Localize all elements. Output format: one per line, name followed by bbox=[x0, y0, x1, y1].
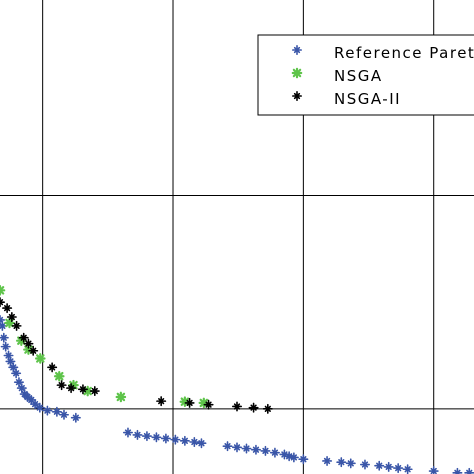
data-point bbox=[30, 399, 41, 410]
data-point bbox=[0, 332, 9, 343]
data-point bbox=[359, 459, 370, 470]
data-point bbox=[383, 461, 394, 472]
data-point bbox=[0, 314, 5, 325]
series-nsga bbox=[0, 285, 210, 409]
data-point bbox=[66, 383, 77, 394]
data-point bbox=[452, 467, 463, 474]
data-point bbox=[196, 438, 207, 449]
data-point bbox=[89, 386, 100, 397]
series-nsga-ii bbox=[0, 297, 273, 414]
data-point bbox=[42, 405, 53, 416]
data-point bbox=[58, 409, 69, 420]
data-point bbox=[374, 460, 385, 471]
data-point bbox=[170, 434, 181, 445]
legend-label-nsga: NSGA bbox=[334, 67, 383, 85]
legend-marker-glyph bbox=[291, 67, 303, 79]
legend-marker-reference-pareto bbox=[291, 44, 303, 56]
legend-entry-reference-pareto: Reference Pareto bbox=[291, 44, 474, 62]
data-point bbox=[222, 441, 233, 452]
data-point bbox=[23, 338, 34, 349]
legend-marker-nsga bbox=[291, 67, 303, 79]
data-point bbox=[0, 341, 11, 352]
data-point bbox=[322, 455, 333, 466]
data-point bbox=[28, 345, 39, 356]
data-point bbox=[232, 401, 242, 412]
legend-label-reference-pareto: Reference Pareto bbox=[334, 44, 474, 62]
data-point bbox=[248, 402, 259, 413]
legend-entry-nsga: NSGA bbox=[291, 67, 383, 85]
data-point bbox=[250, 444, 261, 455]
data-point bbox=[115, 391, 127, 403]
data-point bbox=[189, 437, 200, 448]
data-point bbox=[179, 435, 190, 446]
data-point bbox=[56, 380, 67, 391]
data-point bbox=[2, 303, 13, 314]
data-point bbox=[262, 403, 273, 414]
legend-marker-glyph bbox=[291, 91, 303, 101]
data-point bbox=[232, 442, 242, 453]
legend-entry-nsga-ii: NSGA-II bbox=[291, 90, 401, 108]
data-point bbox=[179, 396, 191, 408]
data-point bbox=[141, 431, 152, 442]
legend-label-nsga-ii: NSGA-II bbox=[334, 90, 401, 108]
data-point bbox=[13, 377, 24, 388]
data-point bbox=[47, 362, 58, 373]
data-point bbox=[269, 447, 280, 458]
data-point bbox=[8, 362, 19, 373]
data-point bbox=[11, 320, 22, 331]
data-point bbox=[241, 443, 252, 454]
data-point bbox=[184, 397, 195, 408]
data-point bbox=[5, 356, 16, 367]
data-point bbox=[53, 370, 65, 382]
series-reference-pareto bbox=[0, 314, 474, 474]
data-point bbox=[11, 368, 22, 379]
data-point bbox=[288, 452, 299, 463]
data-point bbox=[77, 384, 88, 395]
data-markers bbox=[0, 285, 474, 474]
data-point bbox=[6, 311, 17, 322]
data-point bbox=[0, 297, 5, 308]
data-point bbox=[34, 402, 45, 413]
data-point bbox=[132, 429, 143, 440]
data-point bbox=[16, 383, 27, 394]
data-point bbox=[0, 320, 8, 331]
data-point bbox=[160, 433, 171, 444]
data-point bbox=[260, 445, 271, 456]
data-point bbox=[203, 399, 214, 410]
data-point bbox=[151, 432, 162, 443]
legend-marker-nsga-ii bbox=[291, 91, 303, 101]
data-point bbox=[464, 467, 474, 474]
data-point bbox=[70, 412, 81, 423]
data-point bbox=[298, 454, 309, 465]
data-point bbox=[51, 406, 62, 417]
data-point bbox=[393, 463, 404, 474]
legend: Reference Pareto NSGA NSGA-II bbox=[257, 34, 474, 116]
data-point bbox=[34, 353, 46, 364]
data-point bbox=[336, 457, 347, 468]
data-point bbox=[156, 396, 167, 407]
data-point bbox=[18, 332, 29, 343]
data-point bbox=[122, 427, 133, 438]
data-point bbox=[402, 464, 413, 474]
data-point bbox=[428, 466, 439, 474]
data-point bbox=[0, 285, 6, 296]
legend-marker-glyph bbox=[291, 44, 303, 56]
data-point bbox=[345, 458, 356, 469]
